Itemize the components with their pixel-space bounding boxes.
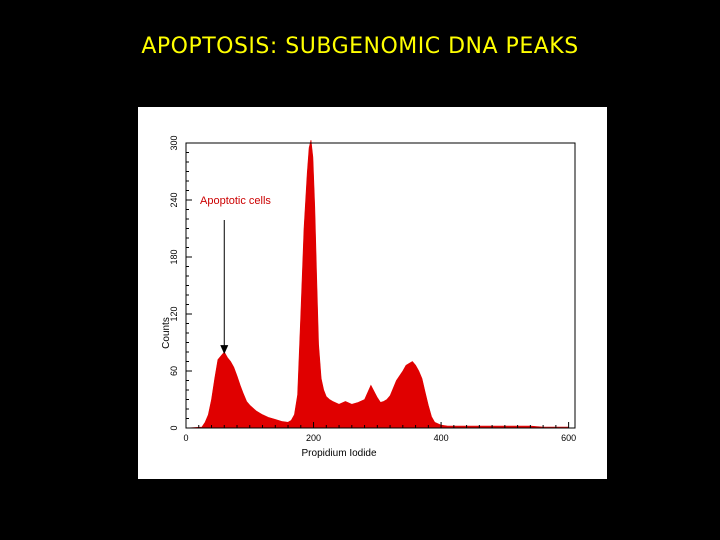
- histogram-chart: 0 200 400 600 0 60 120 180 240 300 Propidium Iod…: [161, 135, 576, 459]
- histogram-area: [185, 140, 569, 429]
- x-axis: 0 200 400 600: [183, 422, 576, 443]
- x-tick-label: 400: [434, 433, 449, 443]
- chart-panel: 0 200 400 600 0 60 120 180 240 300 Propidium Iod…: [138, 107, 607, 479]
- annotation-label: Apoptotic cells: [200, 195, 271, 207]
- annotation-arrow-head: [220, 345, 229, 355]
- y-tick-label: 0: [169, 425, 179, 430]
- x-tick-label: 600: [561, 433, 576, 443]
- y-tick-label: 120: [169, 306, 179, 321]
- y-tick-label: 180: [169, 249, 179, 264]
- annotation-apoptotic-cells: Apoptotic cells: [200, 195, 271, 355]
- plot-area: [185, 140, 569, 429]
- y-axis: 0 60 120 180 240 300: [169, 135, 192, 431]
- y-tick-label: 240: [169, 192, 179, 207]
- plot-frame: [185, 142, 576, 429]
- x-axis-title: Propidium Iodide: [302, 448, 377, 459]
- y-tick-label: 60: [169, 366, 179, 376]
- x-tick-label: 200: [306, 433, 321, 443]
- x-tick-label: 0: [183, 433, 188, 443]
- y-tick-label: 300: [169, 135, 179, 150]
- y-axis-title: Counts: [161, 317, 172, 349]
- slide-title: APOPTOSIS: SUBGENOMIC DNA PEAKS: [141, 34, 579, 59]
